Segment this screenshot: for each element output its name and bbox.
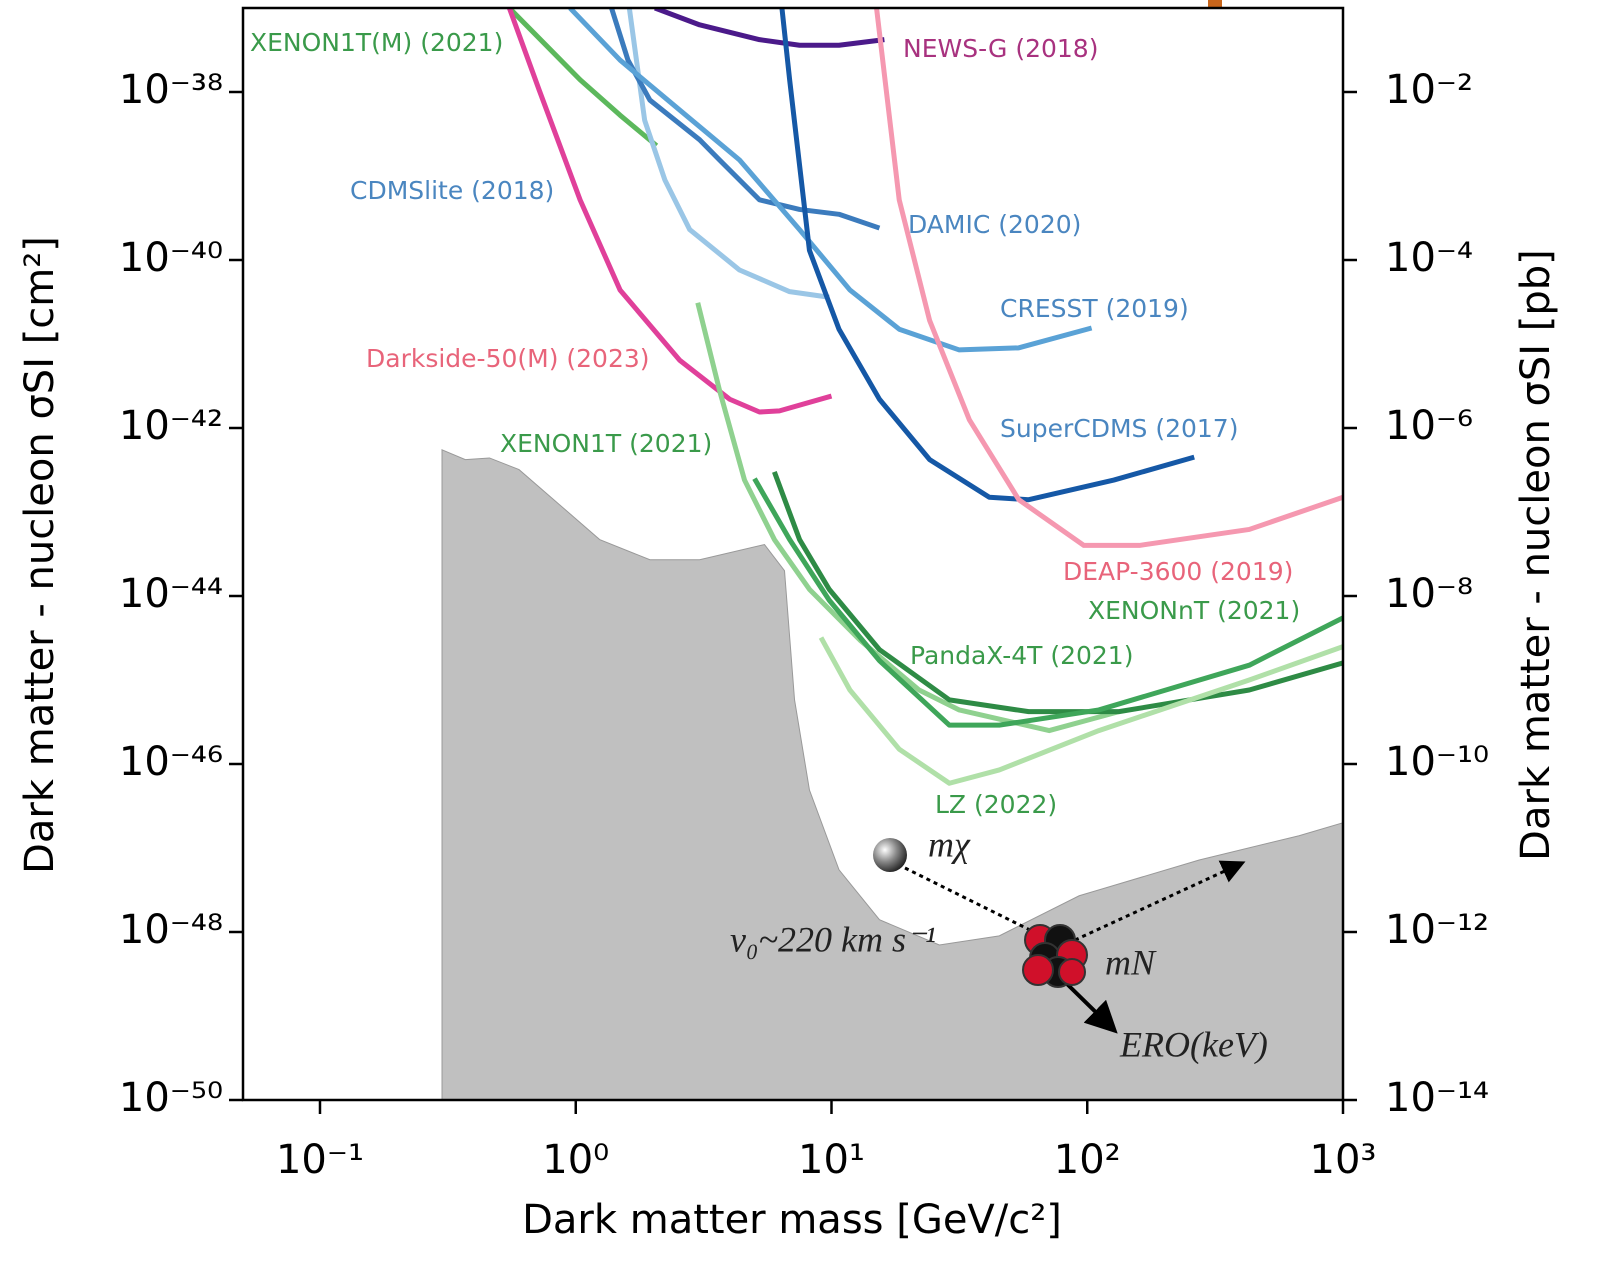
x-tick-label: 10²	[1054, 1137, 1121, 1183]
annotation: mN	[1105, 942, 1157, 982]
y2-tick-label: 10⁻¹⁰	[1385, 739, 1489, 785]
curve-label: XENONnT (2021)	[1088, 596, 1300, 625]
curve-label: XENON1T (2021)	[500, 429, 712, 458]
curve-label: DAMIC (2020)	[908, 210, 1081, 239]
annotation: mχ	[928, 824, 971, 864]
curve-label: DEAP-3600 (2019)	[1063, 557, 1293, 586]
recoil-arrow	[1063, 980, 1118, 1034]
y2-tick-label: 10⁻¹²	[1385, 907, 1489, 953]
y-tick-label: 10⁻⁴⁸	[119, 907, 223, 953]
curve-label: CDMSlite (2018)	[350, 176, 554, 205]
outgoing-path	[1074, 860, 1246, 942]
x-tick-label: 10⁻¹	[276, 1137, 364, 1183]
y-tick-label: 10⁻⁵⁰	[119, 1075, 223, 1121]
y-tick-label: 10⁻⁴²	[119, 403, 223, 449]
curve-label: Darkside-50(M) (2023)	[366, 344, 650, 373]
x-axis-title: Dark matter mass [GeV/c²]	[522, 1197, 1062, 1243]
y2-tick-label: 10⁻¹⁴	[1385, 1075, 1489, 1121]
y-axis-title: Dark matter - nucleon σSI [cm²]	[17, 236, 63, 874]
incoming-path	[904, 866, 1041, 937]
scattering-diagram: mχ v₀~220 km s⁻¹ mN ERO(keV)	[730, 824, 1268, 1064]
limit-curve	[874, 8, 1343, 548]
y-tick-label: 10⁻⁴⁶	[119, 739, 223, 785]
limit-curve	[506, 8, 833, 415]
limit-curve	[609, 8, 881, 231]
x-tick-label: 10¹	[798, 1137, 865, 1183]
plot-area	[441, 8, 1343, 1100]
limit-curve	[654, 8, 885, 48]
curve-label: XENON1T(M) (2021)	[250, 28, 503, 57]
limit-curve	[568, 8, 1093, 353]
curve-label: NEWS-G (2018)	[903, 34, 1098, 63]
plot-frame	[241, 6, 1345, 1102]
annotation: v₀~220 km s⁻¹	[730, 919, 936, 959]
area	[441, 449, 1343, 1100]
y2-tick-label: 10⁻⁸	[1385, 571, 1473, 617]
annotation: ERO(keV)	[1119, 1024, 1268, 1064]
limit-curve	[695, 302, 1120, 734]
y2-tick-label: 10⁻⁴	[1385, 235, 1473, 281]
y2-tick-label: 10⁻⁶	[1385, 403, 1473, 449]
curve-label: CRESST (2019)	[1000, 294, 1189, 323]
x-tick-label: 10⁰	[542, 1137, 609, 1183]
curve-label: SuperCDMS (2017)	[1000, 414, 1238, 443]
top-marker	[1208, 0, 1222, 8]
dark-matter-particle	[873, 838, 907, 872]
limit-curve	[779, 8, 1195, 503]
y-tick-label: 10⁻³⁸	[119, 67, 223, 113]
limit-curve	[818, 636, 1343, 786]
limit-curve	[752, 477, 1343, 728]
y2-tick-label: 10⁻²	[1385, 67, 1473, 113]
x-tick-label: 10³	[1310, 1137, 1377, 1183]
limit-curve	[626, 8, 830, 300]
y-tick-label: 10⁻⁴⁴	[119, 571, 223, 617]
curve-label: PandaX-4T (2021)	[910, 641, 1133, 670]
y-tick-label: 10⁻⁴⁰	[119, 235, 223, 281]
y2-axis-title: Dark matter - nucleon σSI [pb]	[1513, 249, 1559, 861]
limit-curve	[507, 8, 659, 148]
nucleus	[1022, 924, 1088, 988]
curve-label: LZ (2022)	[935, 790, 1057, 819]
